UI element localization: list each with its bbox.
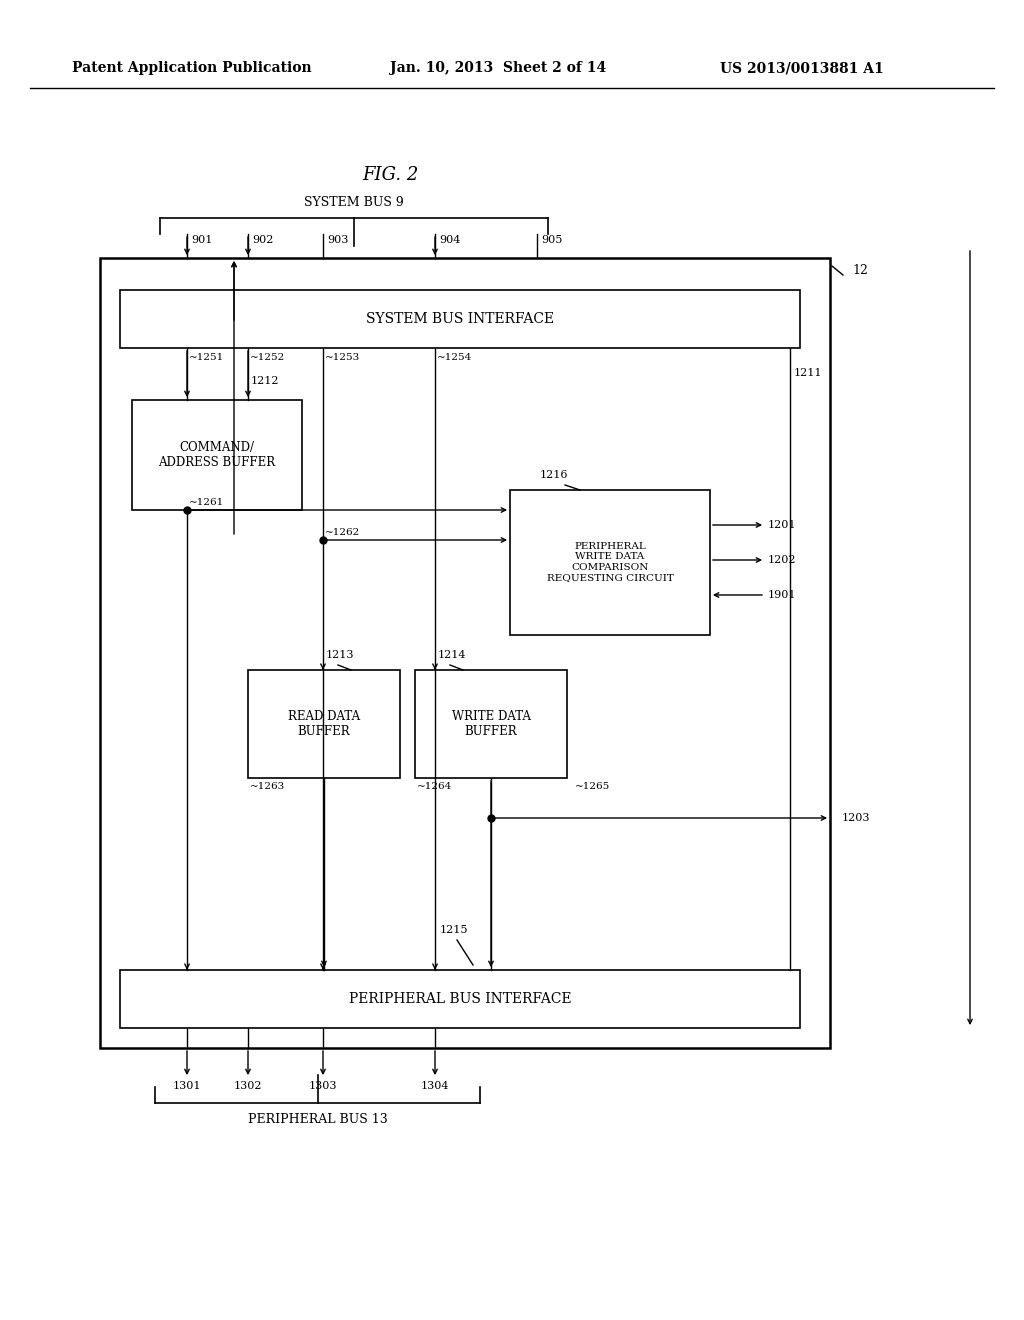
- Text: WRITE DATA
BUFFER: WRITE DATA BUFFER: [452, 710, 530, 738]
- Text: 1216: 1216: [540, 470, 568, 480]
- Text: 1202: 1202: [768, 554, 797, 565]
- Text: 1203: 1203: [842, 813, 870, 822]
- Text: ~1254: ~1254: [437, 352, 472, 362]
- Text: ~1253: ~1253: [325, 352, 360, 362]
- Text: 1211: 1211: [794, 368, 822, 378]
- Text: PERIPHERAL BUS INTERFACE: PERIPHERAL BUS INTERFACE: [349, 993, 571, 1006]
- Text: 1201: 1201: [768, 520, 797, 531]
- Text: ~1263: ~1263: [250, 781, 286, 791]
- Text: 1213: 1213: [326, 649, 354, 660]
- Text: 905: 905: [541, 235, 562, 246]
- Bar: [510, 490, 710, 635]
- Text: FIG. 2: FIG. 2: [361, 166, 418, 183]
- Text: ~1251: ~1251: [189, 352, 224, 362]
- Text: 12: 12: [852, 264, 868, 276]
- Text: SYSTEM BUS INTERFACE: SYSTEM BUS INTERFACE: [366, 312, 554, 326]
- Text: 1303: 1303: [309, 1081, 337, 1092]
- Text: SYSTEM BUS 9: SYSTEM BUS 9: [304, 195, 403, 209]
- Text: 902: 902: [252, 235, 273, 246]
- Text: COMMAND/
ADDRESS BUFFER: COMMAND/ ADDRESS BUFFER: [159, 441, 275, 469]
- Text: ~1262: ~1262: [325, 528, 360, 537]
- Text: ~1265: ~1265: [575, 781, 610, 791]
- Bar: [120, 970, 800, 1028]
- Text: 904: 904: [439, 235, 461, 246]
- Bar: [120, 290, 800, 348]
- Text: US 2013/0013881 A1: US 2013/0013881 A1: [720, 61, 884, 75]
- Bar: [100, 257, 830, 1048]
- Text: 1302: 1302: [233, 1081, 262, 1092]
- Text: PERIPHERAL
WRITE DATA
COMPARISON
REQUESTING CIRCUIT: PERIPHERAL WRITE DATA COMPARISON REQUEST…: [547, 543, 674, 582]
- Text: 1215: 1215: [440, 925, 469, 935]
- Text: Patent Application Publication: Patent Application Publication: [72, 61, 311, 75]
- Text: Jan. 10, 2013  Sheet 2 of 14: Jan. 10, 2013 Sheet 2 of 14: [390, 61, 606, 75]
- Text: 1212: 1212: [251, 376, 280, 385]
- Text: ~1264: ~1264: [417, 781, 453, 791]
- Bar: [132, 400, 302, 510]
- Bar: [248, 671, 400, 777]
- Text: READ DATA
BUFFER: READ DATA BUFFER: [288, 710, 360, 738]
- Text: 1901: 1901: [768, 590, 797, 601]
- Text: 901: 901: [191, 235, 212, 246]
- Text: 1301: 1301: [173, 1081, 202, 1092]
- Text: PERIPHERAL BUS 13: PERIPHERAL BUS 13: [248, 1113, 387, 1126]
- Text: 1304: 1304: [421, 1081, 450, 1092]
- Text: 903: 903: [327, 235, 348, 246]
- Text: 1214: 1214: [438, 649, 467, 660]
- Text: ~1261: ~1261: [189, 498, 224, 507]
- Text: ~1252: ~1252: [250, 352, 286, 362]
- Bar: [415, 671, 567, 777]
